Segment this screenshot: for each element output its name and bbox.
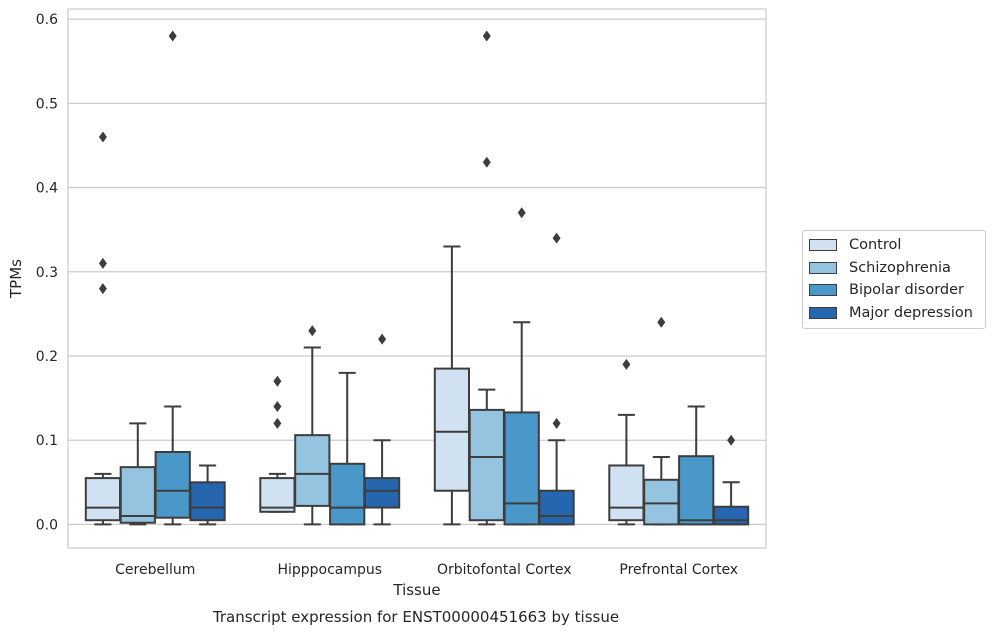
legend-swatch <box>809 284 837 297</box>
legend-item: Major depression <box>803 302 985 325</box>
x-axis-label: Tissue <box>392 581 440 599</box>
legend-swatch <box>809 306 837 319</box>
y-tick-label: 0.5 <box>36 96 58 112</box>
outlier <box>482 156 491 168</box>
box-body <box>84 477 122 522</box>
outlier <box>657 316 666 328</box>
box-1-3 <box>363 333 401 526</box>
y-tick-label: 0.3 <box>36 265 58 281</box>
box-0-3 <box>189 464 226 526</box>
box-1-0 <box>259 375 296 513</box>
y-axis-ticks: 0.0 0.1 0.2 0.3 0.4 0.5 0.6 <box>36 12 58 533</box>
box-2-1 <box>468 30 505 526</box>
box-0-1 <box>119 422 156 526</box>
y-tick-label: 0.6 <box>36 12 58 28</box>
box-2-2 <box>503 207 540 526</box>
box-3-1 <box>643 316 680 526</box>
y-tick-label: 0.1 <box>36 433 58 449</box>
box-1-1 <box>294 325 331 526</box>
box-body <box>119 466 156 524</box>
box-3-0 <box>608 358 645 526</box>
outlier <box>552 232 561 244</box>
legend-label: Schizophrenia <box>849 259 951 276</box>
y-tick-label: 0.2 <box>36 349 58 365</box>
chart-caption: Transcript expression for ENST0000045166… <box>212 608 619 626</box>
outlier <box>273 417 282 429</box>
legend: Control Schizophrenia Bipolar disorder Majo… <box>802 230 986 329</box>
box-body <box>678 455 715 526</box>
box-3-2 <box>678 405 715 526</box>
box-body <box>712 505 750 526</box>
box-body <box>468 408 505 522</box>
box-body <box>538 489 575 526</box>
x-tick-label: Hipppocampus <box>277 562 382 578</box>
box-0-0 <box>84 131 122 526</box>
box-body <box>643 478 680 526</box>
box-3-3 <box>712 434 750 526</box>
outlier <box>168 30 177 42</box>
legend-item: Bipolar disorder <box>803 279 985 302</box>
plot-frame <box>67 8 767 549</box>
legend-item: Schizophrenia <box>803 257 985 280</box>
outlier <box>273 401 282 413</box>
outlier <box>517 207 526 219</box>
box-body <box>608 464 645 522</box>
outlier <box>308 325 317 337</box>
outlier <box>273 375 282 387</box>
x-tick-label: Cerebellum <box>115 562 195 578</box>
x-tick-label: Prefrontal Cortex <box>619 562 738 578</box>
legend-swatch <box>809 239 837 252</box>
y-axis-label: TPMs <box>7 259 25 299</box>
box-body <box>329 462 366 526</box>
grid-lines <box>68 18 766 526</box>
box-body <box>503 411 540 526</box>
legend-label: Control <box>849 237 902 254</box>
legend-label: Bipolar disorder <box>849 282 964 299</box>
outlier <box>98 283 107 295</box>
box-body <box>363 477 401 509</box>
outlier <box>727 434 736 446</box>
y-tick-label: 0.0 <box>36 517 58 533</box>
outlier <box>98 257 107 269</box>
x-axis-ticks: Cerebellum Hipppocampus Orbitofontal Corte… <box>115 562 738 578</box>
box-2-3 <box>538 232 575 526</box>
box-body <box>433 367 471 492</box>
box-body <box>154 450 191 519</box>
y-tick-label: 0.4 <box>36 181 58 197</box>
outlier <box>482 30 491 42</box>
legend-label: Major depression <box>849 304 973 321</box>
x-tick-label: Orbitofontal Cortex <box>437 562 572 578</box>
box-0-2 <box>154 30 191 526</box>
box-1-2 <box>329 371 366 526</box>
box-body <box>189 481 226 522</box>
box-body <box>294 434 331 507</box>
outlier <box>552 417 561 429</box>
legend-swatch <box>809 261 837 274</box>
outlier <box>622 358 631 370</box>
outlier <box>98 131 107 143</box>
box-2-0 <box>433 245 471 526</box>
boxes <box>84 30 750 526</box>
outlier <box>378 333 387 345</box>
legend-item: Control <box>803 234 985 257</box>
